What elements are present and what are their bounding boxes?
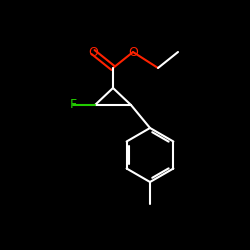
Text: O: O: [88, 46, 98, 59]
Text: O: O: [128, 46, 138, 59]
Text: F: F: [70, 98, 76, 112]
